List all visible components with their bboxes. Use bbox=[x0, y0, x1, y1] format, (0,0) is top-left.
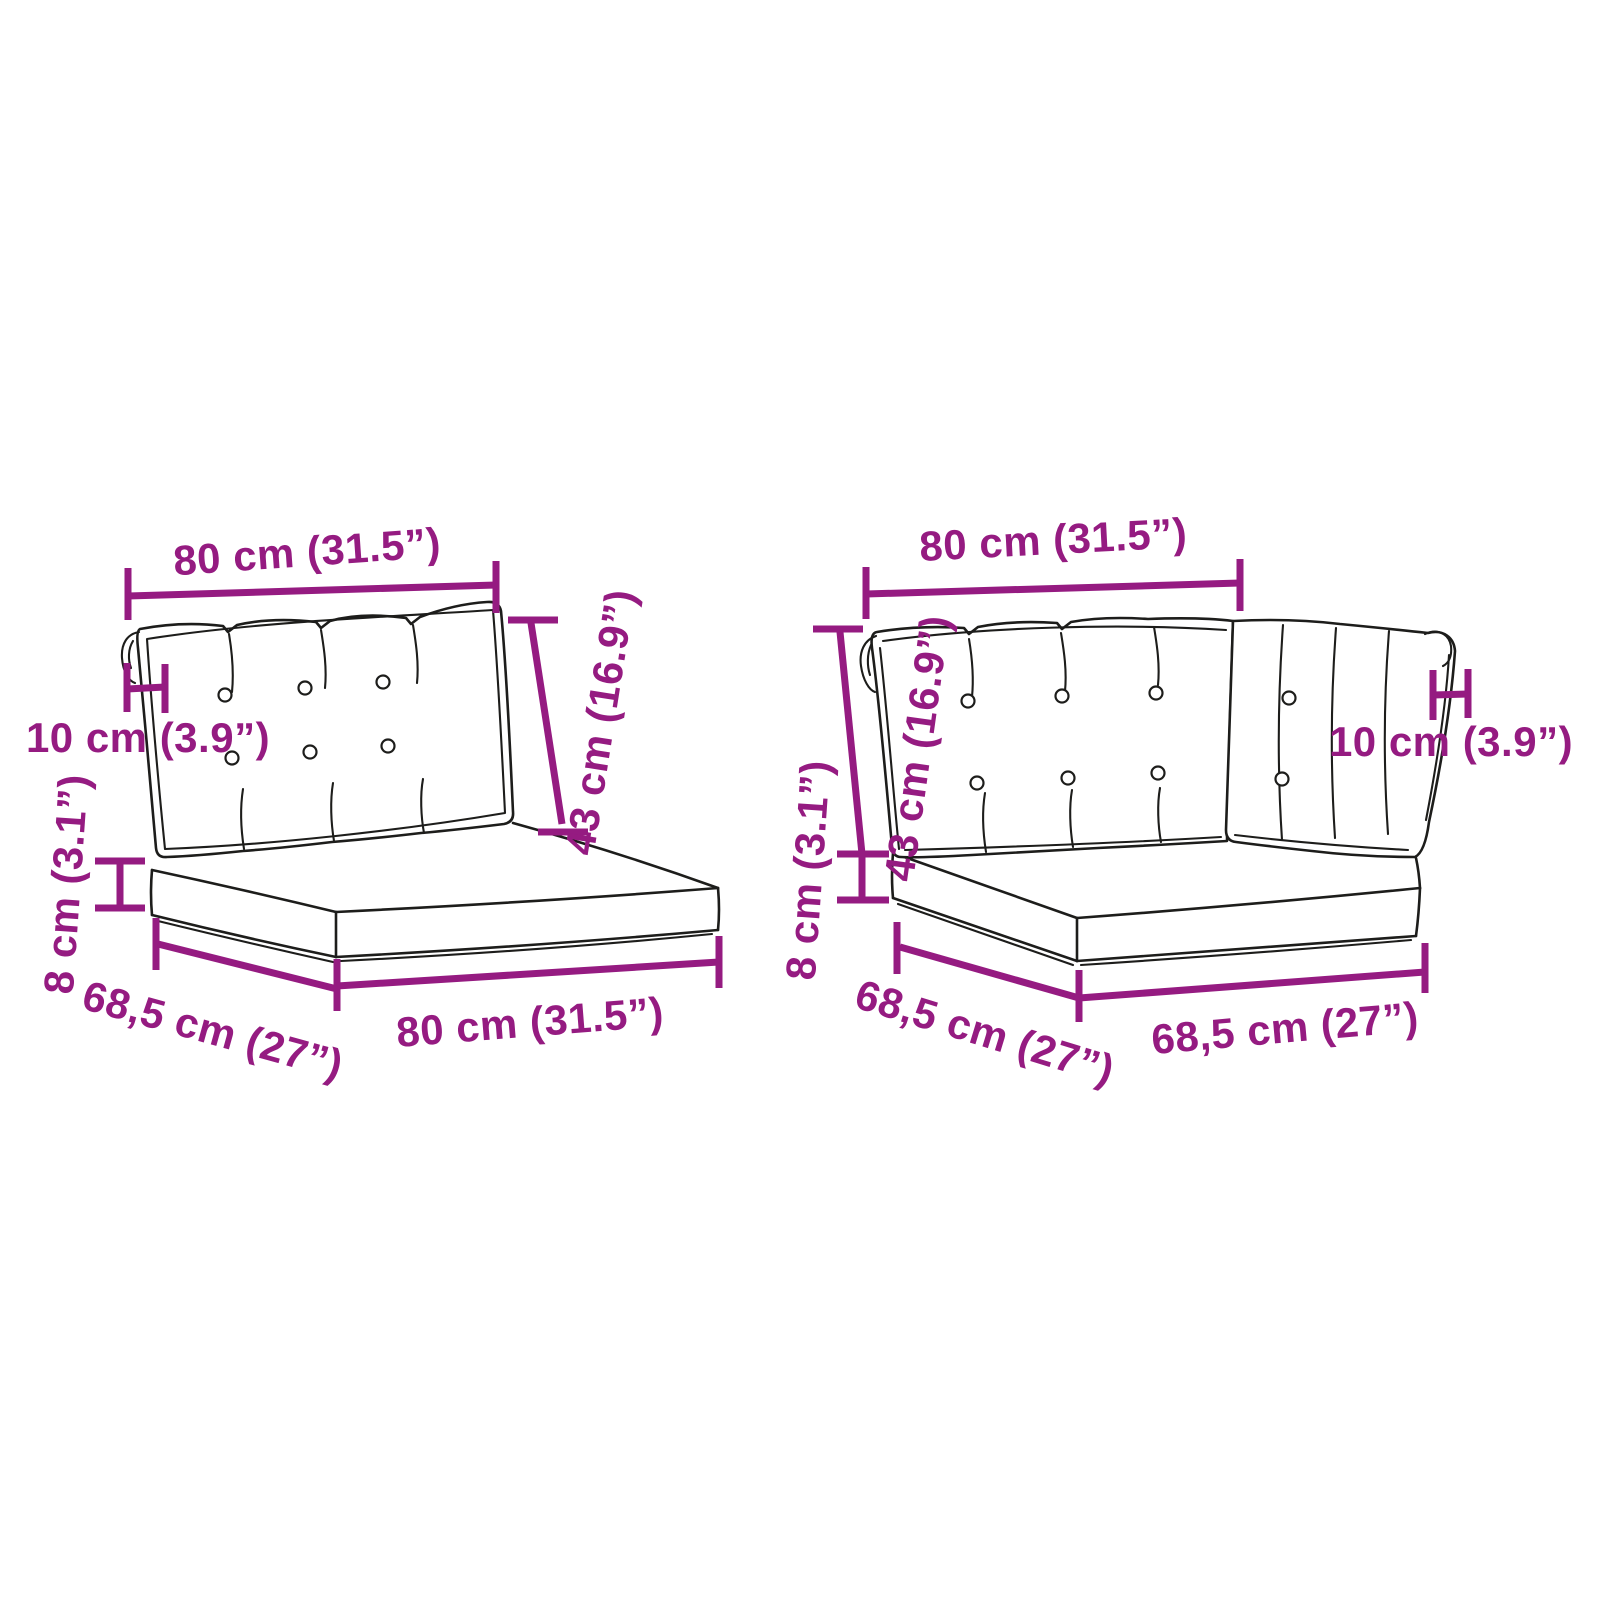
crease-top-2 bbox=[1059, 631, 1067, 693]
crease-top-3 bbox=[1152, 625, 1160, 687]
dim-label-back-thickness: 10 cm (3.9”) bbox=[1329, 718, 1573, 765]
back-cushion-piping-bottom bbox=[903, 835, 1223, 852]
tuft-button bbox=[960, 693, 976, 709]
seat-bottom-left-edge bbox=[891, 896, 1079, 963]
crease-bottom-3 bbox=[1157, 786, 1163, 844]
seat-bottom-left-edge bbox=[150, 913, 338, 959]
dim-label-back-height: 43 cm (16.9”) bbox=[556, 586, 644, 858]
side-crease-1 bbox=[1277, 623, 1285, 842]
seat-right-edge bbox=[1414, 886, 1422, 938]
tuft-button bbox=[375, 674, 391, 690]
crease-bottom-1 bbox=[982, 791, 988, 854]
dim-line-back-thickness bbox=[1432, 690, 1469, 699]
dim-line-back-width bbox=[865, 579, 1241, 598]
seat-bottom-right-edge bbox=[334, 928, 720, 959]
dim-label-seat-depth-right: 68,5 cm (27”) bbox=[1149, 993, 1420, 1063]
crease-top-1 bbox=[967, 637, 974, 699]
figure-corner-cushion-set: 80 cm (31.5”) 43 cm (16.9”) 8 cm (3.1”) … bbox=[777, 509, 1573, 1094]
back-cushion-side-outline bbox=[1224, 618, 1457, 859]
crease-bottom-2 bbox=[1069, 788, 1075, 849]
tuft-button bbox=[302, 744, 318, 760]
seat-cushion-3d bbox=[149, 821, 721, 964]
crease-bottom-1 bbox=[240, 787, 246, 851]
dimension-lines-corner bbox=[813, 559, 1472, 1022]
seat-top-front-right-edge bbox=[1075, 886, 1422, 920]
side-cushion-piping-bottom bbox=[1233, 833, 1410, 852]
side-crease-2 bbox=[1330, 626, 1338, 840]
back-cushion-piping-left bbox=[878, 646, 901, 851]
tuft-button bbox=[380, 738, 396, 754]
seat-top-back-edge bbox=[1414, 856, 1422, 890]
back-cushion-front bbox=[859, 616, 1235, 859]
seat-piping-left bbox=[156, 919, 335, 964]
seat-piping-right bbox=[1079, 938, 1413, 967]
dim-label-seat-width: 80 cm (31.5”) bbox=[395, 988, 666, 1056]
back-cushion-piping bbox=[145, 608, 507, 851]
tuft-button bbox=[224, 750, 240, 766]
crease-bottom-3 bbox=[420, 777, 426, 835]
tuft-button bbox=[1060, 770, 1076, 786]
dim-line-seat-depth-right bbox=[1078, 968, 1426, 1002]
back-cushion-flap-crease bbox=[866, 643, 873, 677]
tuft-button bbox=[1281, 690, 1297, 706]
dim-line-back-width bbox=[127, 581, 497, 600]
dim-line-seat-depth bbox=[157, 940, 338, 993]
dim-label-seat-depth: 68,5 cm (27”) bbox=[78, 972, 349, 1089]
seat-piping-right bbox=[339, 932, 714, 963]
figure-two-piece-cushion-set: 80 cm (31.5”) 10 cm (3.9”) 43 cm (16.9”)… bbox=[26, 519, 723, 1089]
tuft-button bbox=[1054, 688, 1070, 704]
dimension-lines-two-piece bbox=[95, 561, 723, 1011]
back-cushion-front-outline bbox=[870, 616, 1235, 859]
seat-piping-left bbox=[896, 902, 1075, 967]
dim-label-back-width: 80 cm (31.5”) bbox=[918, 509, 1188, 570]
tuft-button bbox=[297, 680, 313, 696]
dim-label-seat-thickness: 8 cm (3.1”) bbox=[777, 758, 839, 981]
tuft-button bbox=[217, 687, 233, 703]
seat-top-front-right-edge bbox=[334, 886, 720, 914]
seat-top-front-left-edge bbox=[891, 851, 1079, 920]
seat-left-edge bbox=[890, 851, 895, 900]
seat-right-edge bbox=[716, 886, 721, 932]
dim-label-back-thickness: 10 cm (3.9”) bbox=[26, 714, 270, 761]
dim-label-back-width: 80 cm (31.5”) bbox=[172, 519, 443, 585]
tuft-button bbox=[969, 775, 985, 791]
dim-line-back-height bbox=[836, 631, 866, 855]
seat-cushion-3d bbox=[890, 851, 1422, 967]
dim-line-seat-depth-left bbox=[899, 943, 1080, 1002]
back-cushion bbox=[120, 600, 515, 859]
back-cushion-side-flap bbox=[859, 634, 878, 694]
seat-top-front-left-edge bbox=[150, 868, 338, 914]
dim-line-back-thickness bbox=[126, 683, 166, 693]
crease-bottom-2 bbox=[330, 781, 336, 843]
side-cushion-piping-right bbox=[1424, 653, 1451, 822]
side-cushion-corner-curl bbox=[1423, 630, 1453, 668]
crease-top-1 bbox=[227, 632, 234, 694]
back-cushion-side bbox=[1224, 618, 1457, 859]
dim-line-back-height bbox=[527, 622, 566, 825]
crease-top-2 bbox=[319, 628, 327, 690]
dim-line-seat-width bbox=[336, 958, 720, 990]
back-cushion-piping-top bbox=[881, 625, 1228, 643]
crease-top-3 bbox=[411, 623, 419, 685]
tuft-button bbox=[1150, 765, 1166, 781]
seat-left-edge bbox=[149, 868, 154, 917]
tuft-button bbox=[1274, 771, 1290, 787]
dim-label-seat-thickness: 8 cm (3.1”) bbox=[35, 772, 97, 995]
side-crease-3 bbox=[1383, 629, 1391, 836]
tuft-button bbox=[1148, 685, 1164, 701]
seat-bottom-right-edge bbox=[1075, 934, 1418, 963]
